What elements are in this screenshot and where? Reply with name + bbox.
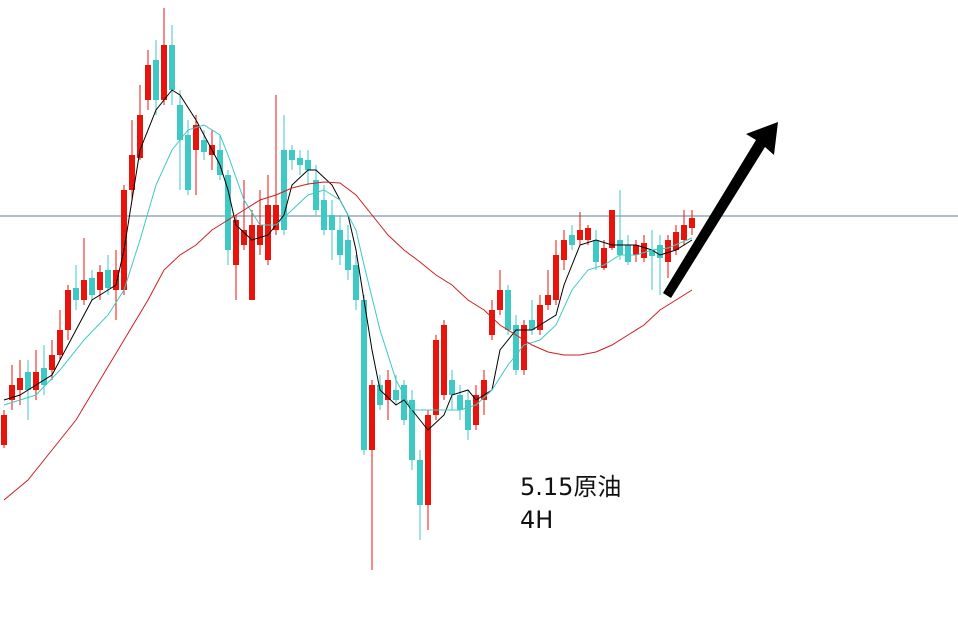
candle-body bbox=[345, 240, 351, 270]
candle-body bbox=[537, 305, 543, 330]
candle-body bbox=[649, 250, 655, 256]
candle-body bbox=[513, 325, 519, 370]
candle-body bbox=[489, 310, 495, 335]
candle-body bbox=[585, 228, 591, 240]
candle-body bbox=[281, 150, 287, 230]
moving-average bbox=[3, 89, 693, 431]
candle-body bbox=[465, 400, 471, 430]
candle-body bbox=[145, 65, 151, 100]
candle-body bbox=[257, 225, 263, 245]
candle-body bbox=[417, 460, 423, 505]
candle-body bbox=[617, 240, 623, 255]
candle-body bbox=[0, 415, 7, 445]
candle-body bbox=[289, 150, 295, 160]
candle-body bbox=[225, 175, 231, 250]
candle-body bbox=[177, 105, 183, 140]
candle-body bbox=[409, 400, 415, 460]
candle-body bbox=[481, 380, 487, 400]
candle-body bbox=[89, 278, 95, 295]
candle-body bbox=[185, 135, 191, 190]
candle-body bbox=[193, 125, 199, 150]
candle-body bbox=[97, 272, 103, 290]
candle-body bbox=[665, 240, 671, 262]
candle-body bbox=[577, 230, 583, 240]
candle-body bbox=[113, 270, 119, 290]
candle-body bbox=[377, 385, 383, 405]
candle-body bbox=[129, 155, 135, 190]
candle-body bbox=[529, 320, 535, 330]
candle-body bbox=[305, 160, 311, 170]
candle-body bbox=[137, 115, 143, 158]
candle-body bbox=[73, 288, 79, 300]
candle-body bbox=[601, 248, 607, 268]
candle-body bbox=[625, 245, 631, 262]
candle-body bbox=[313, 180, 319, 210]
annotation: 4H bbox=[520, 506, 553, 534]
candle-body bbox=[329, 215, 335, 230]
candle-body bbox=[49, 355, 55, 370]
candle-body bbox=[449, 380, 455, 395]
candle-body bbox=[249, 225, 255, 300]
trend-arrow bbox=[663, 122, 778, 298]
candle-body bbox=[17, 378, 23, 390]
candle-body bbox=[521, 325, 527, 370]
candle-body bbox=[609, 210, 615, 248]
candle-body bbox=[337, 230, 343, 255]
candle-body bbox=[441, 325, 447, 395]
candle-body bbox=[105, 270, 111, 288]
candle-body bbox=[25, 372, 31, 390]
candle-body bbox=[65, 290, 71, 330]
candle-body bbox=[33, 372, 39, 390]
candle-body bbox=[505, 290, 511, 330]
candle-body bbox=[401, 385, 407, 420]
plot-area bbox=[0, 8, 958, 570]
candle-body bbox=[153, 60, 159, 100]
candle-body bbox=[641, 243, 647, 258]
candle-body bbox=[473, 395, 479, 425]
annotation: 5.15原油 bbox=[520, 473, 621, 501]
candle-body bbox=[169, 45, 175, 90]
candle-body bbox=[681, 225, 687, 240]
candle-body bbox=[81, 280, 87, 300]
candle-body bbox=[9, 385, 15, 400]
candle-body bbox=[545, 295, 551, 305]
candle-body bbox=[385, 380, 391, 400]
candle-body bbox=[121, 190, 127, 290]
candle-body bbox=[593, 240, 599, 262]
moving-average bbox=[3, 181, 693, 501]
candle-body bbox=[361, 300, 367, 450]
moving-average bbox=[3, 124, 693, 411]
candle-body bbox=[233, 220, 239, 265]
candle-body bbox=[217, 150, 223, 175]
candle-body bbox=[201, 140, 207, 152]
candle-body bbox=[497, 290, 503, 310]
candle-body bbox=[241, 230, 247, 245]
candle-body bbox=[57, 330, 63, 355]
candle-body bbox=[321, 200, 327, 230]
candle-body bbox=[393, 390, 399, 400]
candle-body bbox=[425, 415, 431, 505]
candle-body bbox=[689, 218, 695, 228]
candle-body bbox=[353, 265, 359, 300]
candle-body bbox=[369, 385, 375, 450]
candle-body bbox=[553, 255, 559, 300]
candle-body bbox=[673, 232, 679, 250]
candle-body bbox=[657, 245, 663, 258]
candle-body bbox=[633, 245, 639, 255]
candle-body bbox=[569, 235, 575, 245]
candle-body bbox=[161, 45, 167, 100]
candle-body bbox=[41, 368, 47, 385]
candle-body bbox=[561, 240, 567, 260]
candle-body bbox=[297, 158, 303, 165]
candle-body bbox=[457, 395, 463, 410]
candle-body bbox=[433, 340, 439, 415]
candle-body bbox=[273, 205, 279, 230]
candle-body bbox=[265, 205, 271, 260]
